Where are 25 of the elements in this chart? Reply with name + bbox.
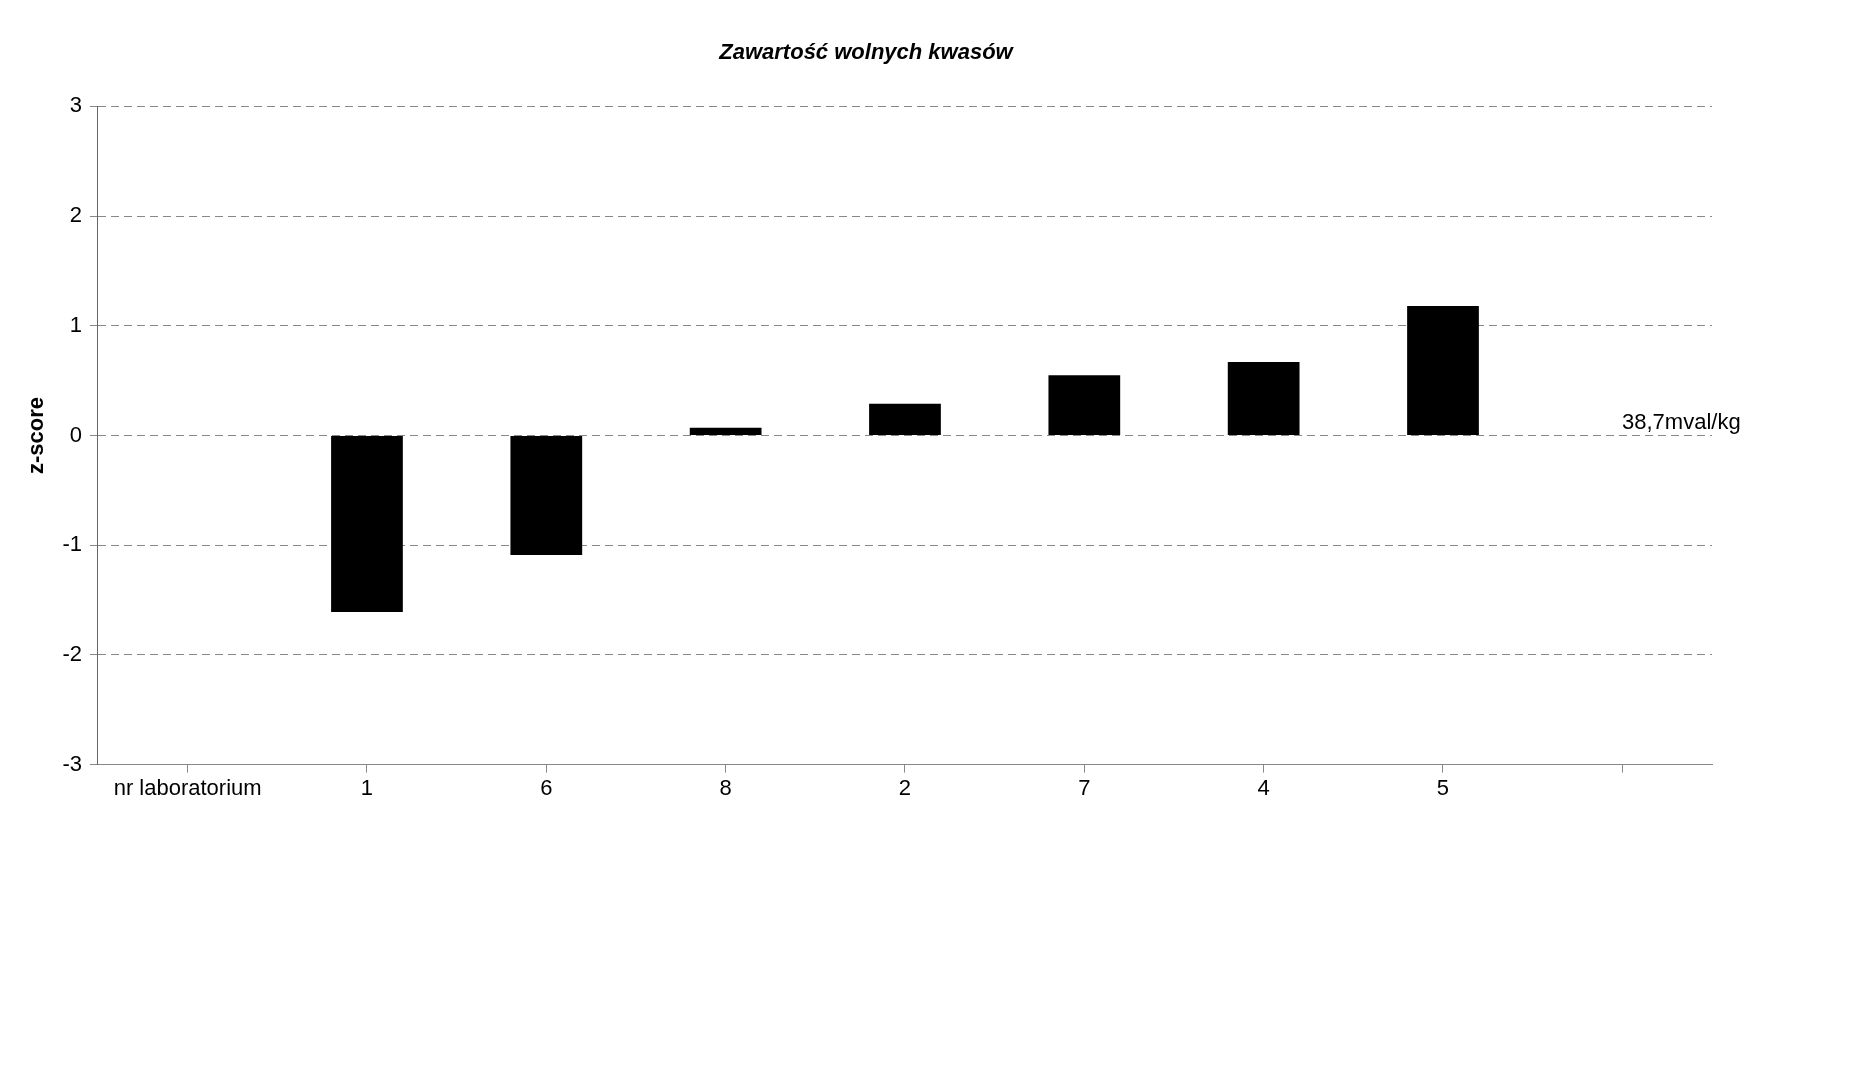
y-tick-label: 2 — [69, 202, 82, 228]
bar — [689, 427, 762, 435]
bar — [1407, 306, 1479, 435]
x-tick-label: 7 — [1078, 774, 1091, 800]
y-tick-label: -3 — [62, 750, 82, 776]
x-tick-label: 2 — [898, 774, 912, 800]
x-tick-label: 4 — [1257, 774, 1270, 800]
y-tick-label: -2 — [62, 640, 82, 666]
chart-title: Zawartość wolnych kwasów — [718, 39, 1015, 65]
bar — [510, 436, 583, 556]
bar — [1227, 362, 1300, 435]
x-tick-label: 8 — [719, 774, 732, 800]
bar — [331, 436, 403, 613]
x-tick-label: nr laboratorium — [113, 774, 262, 800]
x-tick-label: 1 — [360, 774, 374, 800]
y-tick-label: -1 — [62, 531, 82, 557]
y-tick-label: 0 — [69, 421, 82, 447]
y-axis-title: z-score — [23, 396, 49, 475]
x-tick-label: 6 — [540, 774, 553, 800]
annotation: 38,7mval/kg — [1622, 408, 1741, 434]
y-tick-label: 3 — [69, 92, 82, 118]
bar — [869, 403, 941, 435]
x-tick-label: 5 — [1436, 774, 1450, 800]
bar — [1048, 375, 1121, 435]
y-tick-label: 1 — [69, 311, 82, 337]
